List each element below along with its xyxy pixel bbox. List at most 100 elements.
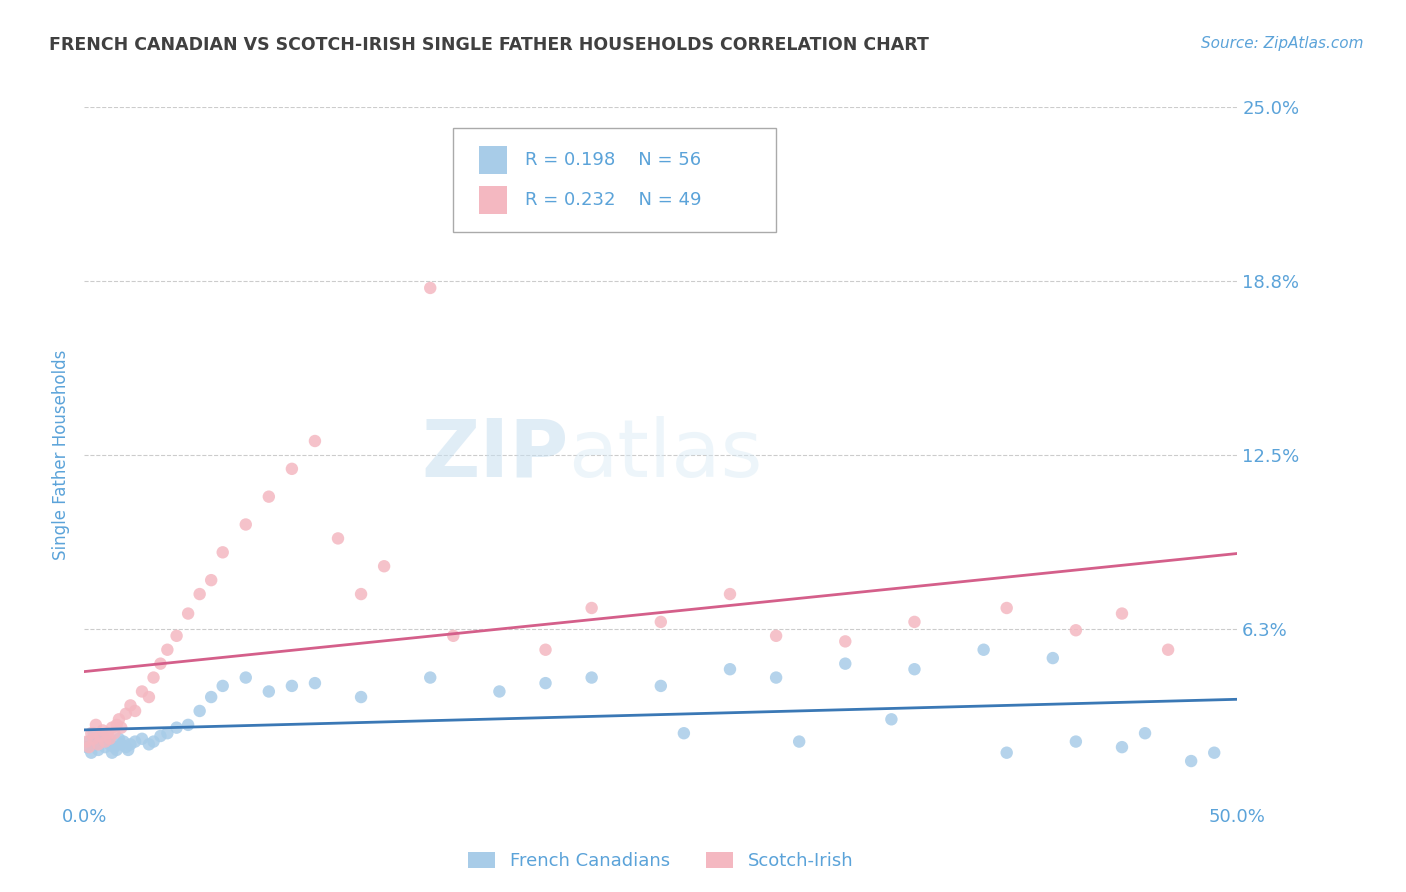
Point: [84, 718, 107, 732]
Point: [115, 706, 138, 721]
Point: [149, 729, 172, 743]
Point: [94, 740, 117, 755]
Bar: [478, 186, 508, 214]
Point: [903, 615, 925, 629]
Point: [101, 746, 124, 760]
Point: [765, 671, 787, 685]
Point: [718, 587, 741, 601]
Point: [235, 517, 257, 532]
Point: [124, 734, 146, 748]
Point: [834, 657, 856, 671]
Point: [488, 684, 510, 698]
Point: [177, 718, 200, 732]
Text: ZIP: ZIP: [422, 416, 568, 494]
Y-axis label: Single Father Households: Single Father Households: [52, 350, 70, 560]
Point: [304, 676, 326, 690]
Point: [235, 671, 257, 685]
Point: [138, 690, 160, 704]
Bar: [478, 146, 508, 174]
Point: [1064, 624, 1087, 638]
Point: [101, 721, 124, 735]
Point: [1157, 642, 1180, 657]
Point: [995, 746, 1018, 760]
Point: [142, 671, 165, 685]
Point: [80, 726, 103, 740]
Point: [94, 734, 117, 748]
Point: [131, 731, 153, 746]
Point: [1042, 651, 1064, 665]
Point: [117, 743, 139, 757]
Point: [105, 718, 128, 732]
Point: [1180, 754, 1202, 768]
Point: [76, 734, 98, 748]
Point: [110, 721, 132, 735]
Point: [581, 671, 603, 685]
Point: [112, 734, 135, 748]
Point: [77, 740, 100, 755]
Point: [87, 737, 110, 751]
Point: [188, 587, 211, 601]
Point: [973, 642, 995, 657]
Point: [156, 642, 179, 657]
Point: [834, 634, 856, 648]
Point: [211, 545, 233, 559]
Point: [350, 587, 373, 601]
Point: [281, 462, 304, 476]
Point: [98, 731, 121, 746]
Point: [124, 704, 146, 718]
Point: [103, 740, 125, 755]
Point: [80, 746, 103, 760]
Point: [903, 662, 925, 676]
Point: [84, 737, 107, 751]
Point: [373, 559, 395, 574]
Point: [91, 729, 114, 743]
Point: [105, 743, 128, 757]
Point: [83, 726, 105, 740]
Point: [718, 662, 741, 676]
Point: [120, 737, 142, 751]
Point: [1111, 740, 1133, 755]
Point: [76, 740, 98, 755]
Point: [120, 698, 142, 713]
Point: [441, 629, 464, 643]
Point: [96, 734, 118, 748]
Point: [110, 737, 132, 751]
Point: [108, 731, 131, 746]
Point: [91, 723, 114, 738]
Point: [200, 690, 222, 704]
Point: [211, 679, 233, 693]
Point: [131, 684, 153, 698]
Point: [83, 731, 105, 746]
Text: R = 0.232    N = 49: R = 0.232 N = 49: [524, 191, 702, 209]
Point: [326, 532, 349, 546]
Point: [1064, 734, 1087, 748]
Point: [142, 734, 165, 748]
Point: [1133, 726, 1156, 740]
Point: [89, 729, 111, 743]
Text: Source: ZipAtlas.com: Source: ZipAtlas.com: [1201, 36, 1364, 51]
Point: [188, 704, 211, 718]
Point: [257, 490, 280, 504]
Point: [765, 629, 787, 643]
Point: [281, 679, 304, 693]
Text: R = 0.198    N = 56: R = 0.198 N = 56: [524, 152, 702, 169]
Point: [1204, 746, 1226, 760]
Point: [419, 281, 441, 295]
Point: [177, 607, 200, 621]
Text: FRENCH CANADIAN VS SCOTCH-IRISH SINGLE FATHER HOUSEHOLDS CORRELATION CHART: FRENCH CANADIAN VS SCOTCH-IRISH SINGLE F…: [49, 36, 929, 54]
Point: [115, 740, 138, 755]
Point: [138, 737, 160, 751]
Point: [650, 679, 672, 693]
Point: [787, 734, 810, 748]
Point: [350, 690, 373, 704]
Point: [995, 601, 1018, 615]
Point: [304, 434, 326, 448]
Legend: French Canadians, Scotch-Irish: French Canadians, Scotch-Irish: [461, 845, 860, 877]
Point: [166, 629, 188, 643]
Point: [96, 726, 118, 740]
Point: [257, 684, 280, 698]
Point: [77, 734, 100, 748]
Point: [880, 712, 903, 726]
Point: [534, 676, 557, 690]
Point: [149, 657, 172, 671]
